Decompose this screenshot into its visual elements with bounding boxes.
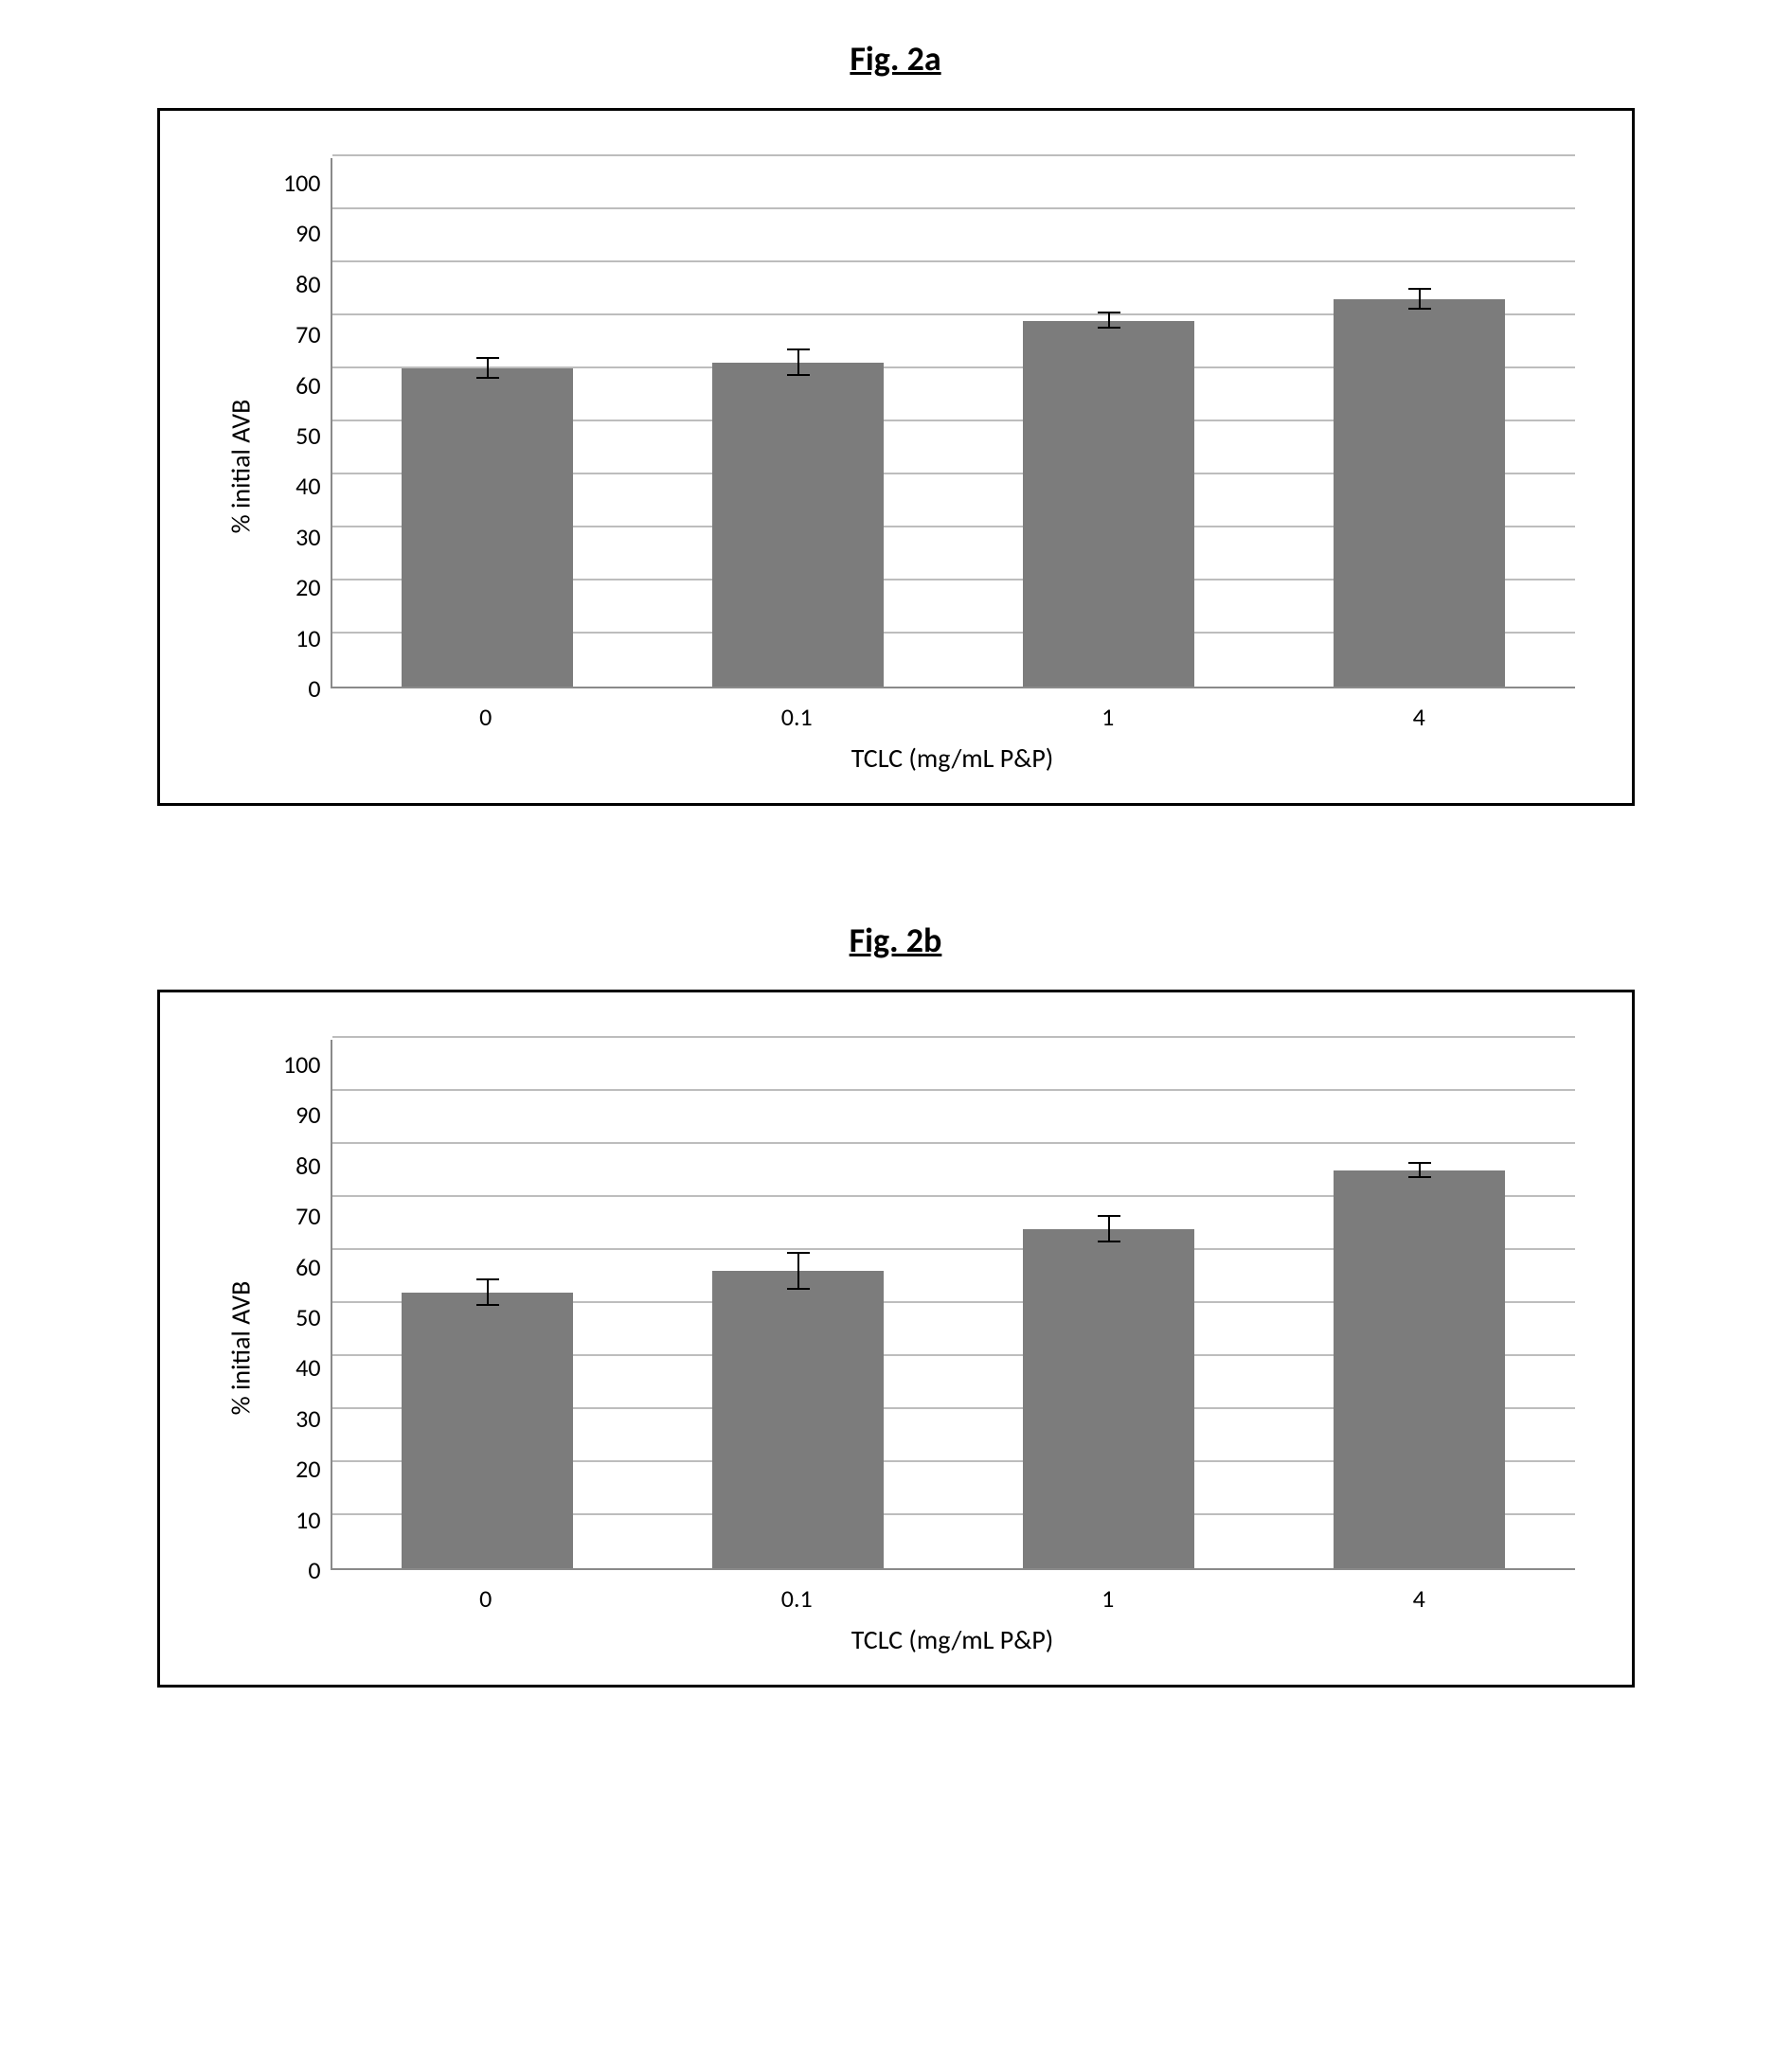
error-cap-top <box>787 1252 810 1254</box>
error-bar <box>1419 289 1421 310</box>
ytick-column: 1009080706050403020100 <box>264 1040 331 1570</box>
x-axis-label: TCLC (mg/mL P&P) <box>331 1623 1575 1656</box>
plot-column: 00.114 TCLC (mg/mL P&P) <box>331 158 1575 775</box>
ytick-label: 70 <box>296 1204 320 1228</box>
ytick-label: 80 <box>296 272 320 296</box>
bar <box>1023 321 1193 687</box>
ytick-label: 10 <box>296 1508 320 1532</box>
ytick-label: 30 <box>296 1406 320 1431</box>
error-bar <box>487 1279 489 1306</box>
ytick-label: 40 <box>296 473 320 498</box>
plot-column: 00.114 TCLC (mg/mL P&P) <box>331 1040 1575 1656</box>
bar-slot <box>332 1040 643 1568</box>
ytick-label: 90 <box>296 1102 320 1127</box>
xticks-row: 00.114 <box>331 702 1575 732</box>
bar <box>712 363 883 687</box>
ytick-label: 20 <box>296 1456 320 1481</box>
ytick-label: 70 <box>296 322 320 347</box>
bars-layer <box>332 158 1575 687</box>
bar-slot <box>954 1040 1264 1568</box>
ytick-label: 60 <box>296 1255 320 1279</box>
xtick-label: 4 <box>1263 702 1575 732</box>
bar <box>402 368 572 687</box>
ytick-label: 30 <box>296 525 320 549</box>
error-cap-bottom <box>476 1304 499 1306</box>
chart-frame: % initial AVB100908070605040302010000.11… <box>157 990 1635 1688</box>
ytick-label: 0 <box>308 676 320 701</box>
xticks-row: 00.114 <box>331 1583 1575 1614</box>
bar <box>402 1293 572 1568</box>
plot-area <box>331 158 1575 688</box>
y-axis-label: % initial AVB <box>224 1281 257 1416</box>
xtick-label: 0 <box>331 702 642 732</box>
ytick-label: 40 <box>296 1355 320 1380</box>
bar-slot <box>643 158 954 687</box>
x-axis-label: TCLC (mg/mL P&P) <box>331 741 1575 775</box>
chart-frame: % initial AVB100908070605040302010000.11… <box>157 108 1635 806</box>
ytick-label: 50 <box>296 1305 320 1330</box>
bar-slot <box>1264 158 1575 687</box>
bars-layer <box>332 1040 1575 1568</box>
xtick-label: 4 <box>1263 1583 1575 1614</box>
plot-wrap: % initial AVB100908070605040302010000.11… <box>217 1040 1575 1656</box>
error-cap-top <box>1098 1215 1120 1217</box>
figure-title: Fig. 2a <box>157 38 1635 80</box>
ytick-label: 80 <box>296 1153 320 1178</box>
xtick-label: 0 <box>331 1583 642 1614</box>
error-cap-bottom <box>787 1288 810 1290</box>
error-bar <box>797 1253 799 1290</box>
ylabel-column: % initial AVB <box>217 1040 264 1656</box>
bar-slot <box>643 1040 954 1568</box>
ytick-label: 100 <box>283 1052 321 1077</box>
error-bar <box>1108 1216 1110 1242</box>
error-cap-bottom <box>1408 308 1431 310</box>
error-cap-top <box>1098 312 1120 313</box>
figure-title: Fig. 2b <box>157 920 1635 961</box>
error-cap-top <box>787 348 810 350</box>
error-bar <box>797 349 799 376</box>
error-cap-top <box>476 1278 499 1280</box>
error-cap-bottom <box>476 377 499 379</box>
bar-slot <box>1264 1040 1575 1568</box>
xtick-label: 1 <box>953 702 1264 732</box>
gridline <box>332 154 1575 156</box>
ylabel-column: % initial AVB <box>217 158 264 775</box>
error-cap-top <box>1408 1162 1431 1164</box>
bar-slot <box>954 158 1264 687</box>
bar <box>1334 1170 1504 1568</box>
bar <box>712 1271 883 1568</box>
bar <box>1023 1229 1193 1568</box>
gridline <box>332 1036 1575 1038</box>
ytick-label: 60 <box>296 373 320 398</box>
ytick-label: 100 <box>283 170 321 195</box>
figure-block: Fig. 2a% initial AVB10090807060504030201… <box>157 38 1635 806</box>
xtick-label: 0.1 <box>641 702 953 732</box>
y-axis-label: % initial AVB <box>224 400 257 534</box>
ytick-label: 20 <box>296 575 320 599</box>
ytick-label: 0 <box>308 1558 320 1582</box>
bar <box>1334 299 1504 687</box>
plot-wrap: % initial AVB100908070605040302010000.11… <box>217 158 1575 775</box>
error-cap-top <box>1408 288 1431 290</box>
error-cap-bottom <box>787 374 810 376</box>
ytick-label: 90 <box>296 221 320 245</box>
figure-block: Fig. 2b% initial AVB10090807060504030201… <box>157 920 1635 1688</box>
ytick-label: 50 <box>296 423 320 448</box>
error-cap-bottom <box>1408 1176 1431 1178</box>
ytick-label: 10 <box>296 626 320 651</box>
ytick-column: 1009080706050403020100 <box>264 158 331 688</box>
error-cap-bottom <box>1098 327 1120 329</box>
bar-slot <box>332 158 643 687</box>
error-cap-top <box>476 357 499 359</box>
xtick-label: 1 <box>953 1583 1264 1614</box>
error-cap-bottom <box>1098 1241 1120 1242</box>
xtick-label: 0.1 <box>641 1583 953 1614</box>
error-bar <box>487 358 489 379</box>
plot-area <box>331 1040 1575 1570</box>
